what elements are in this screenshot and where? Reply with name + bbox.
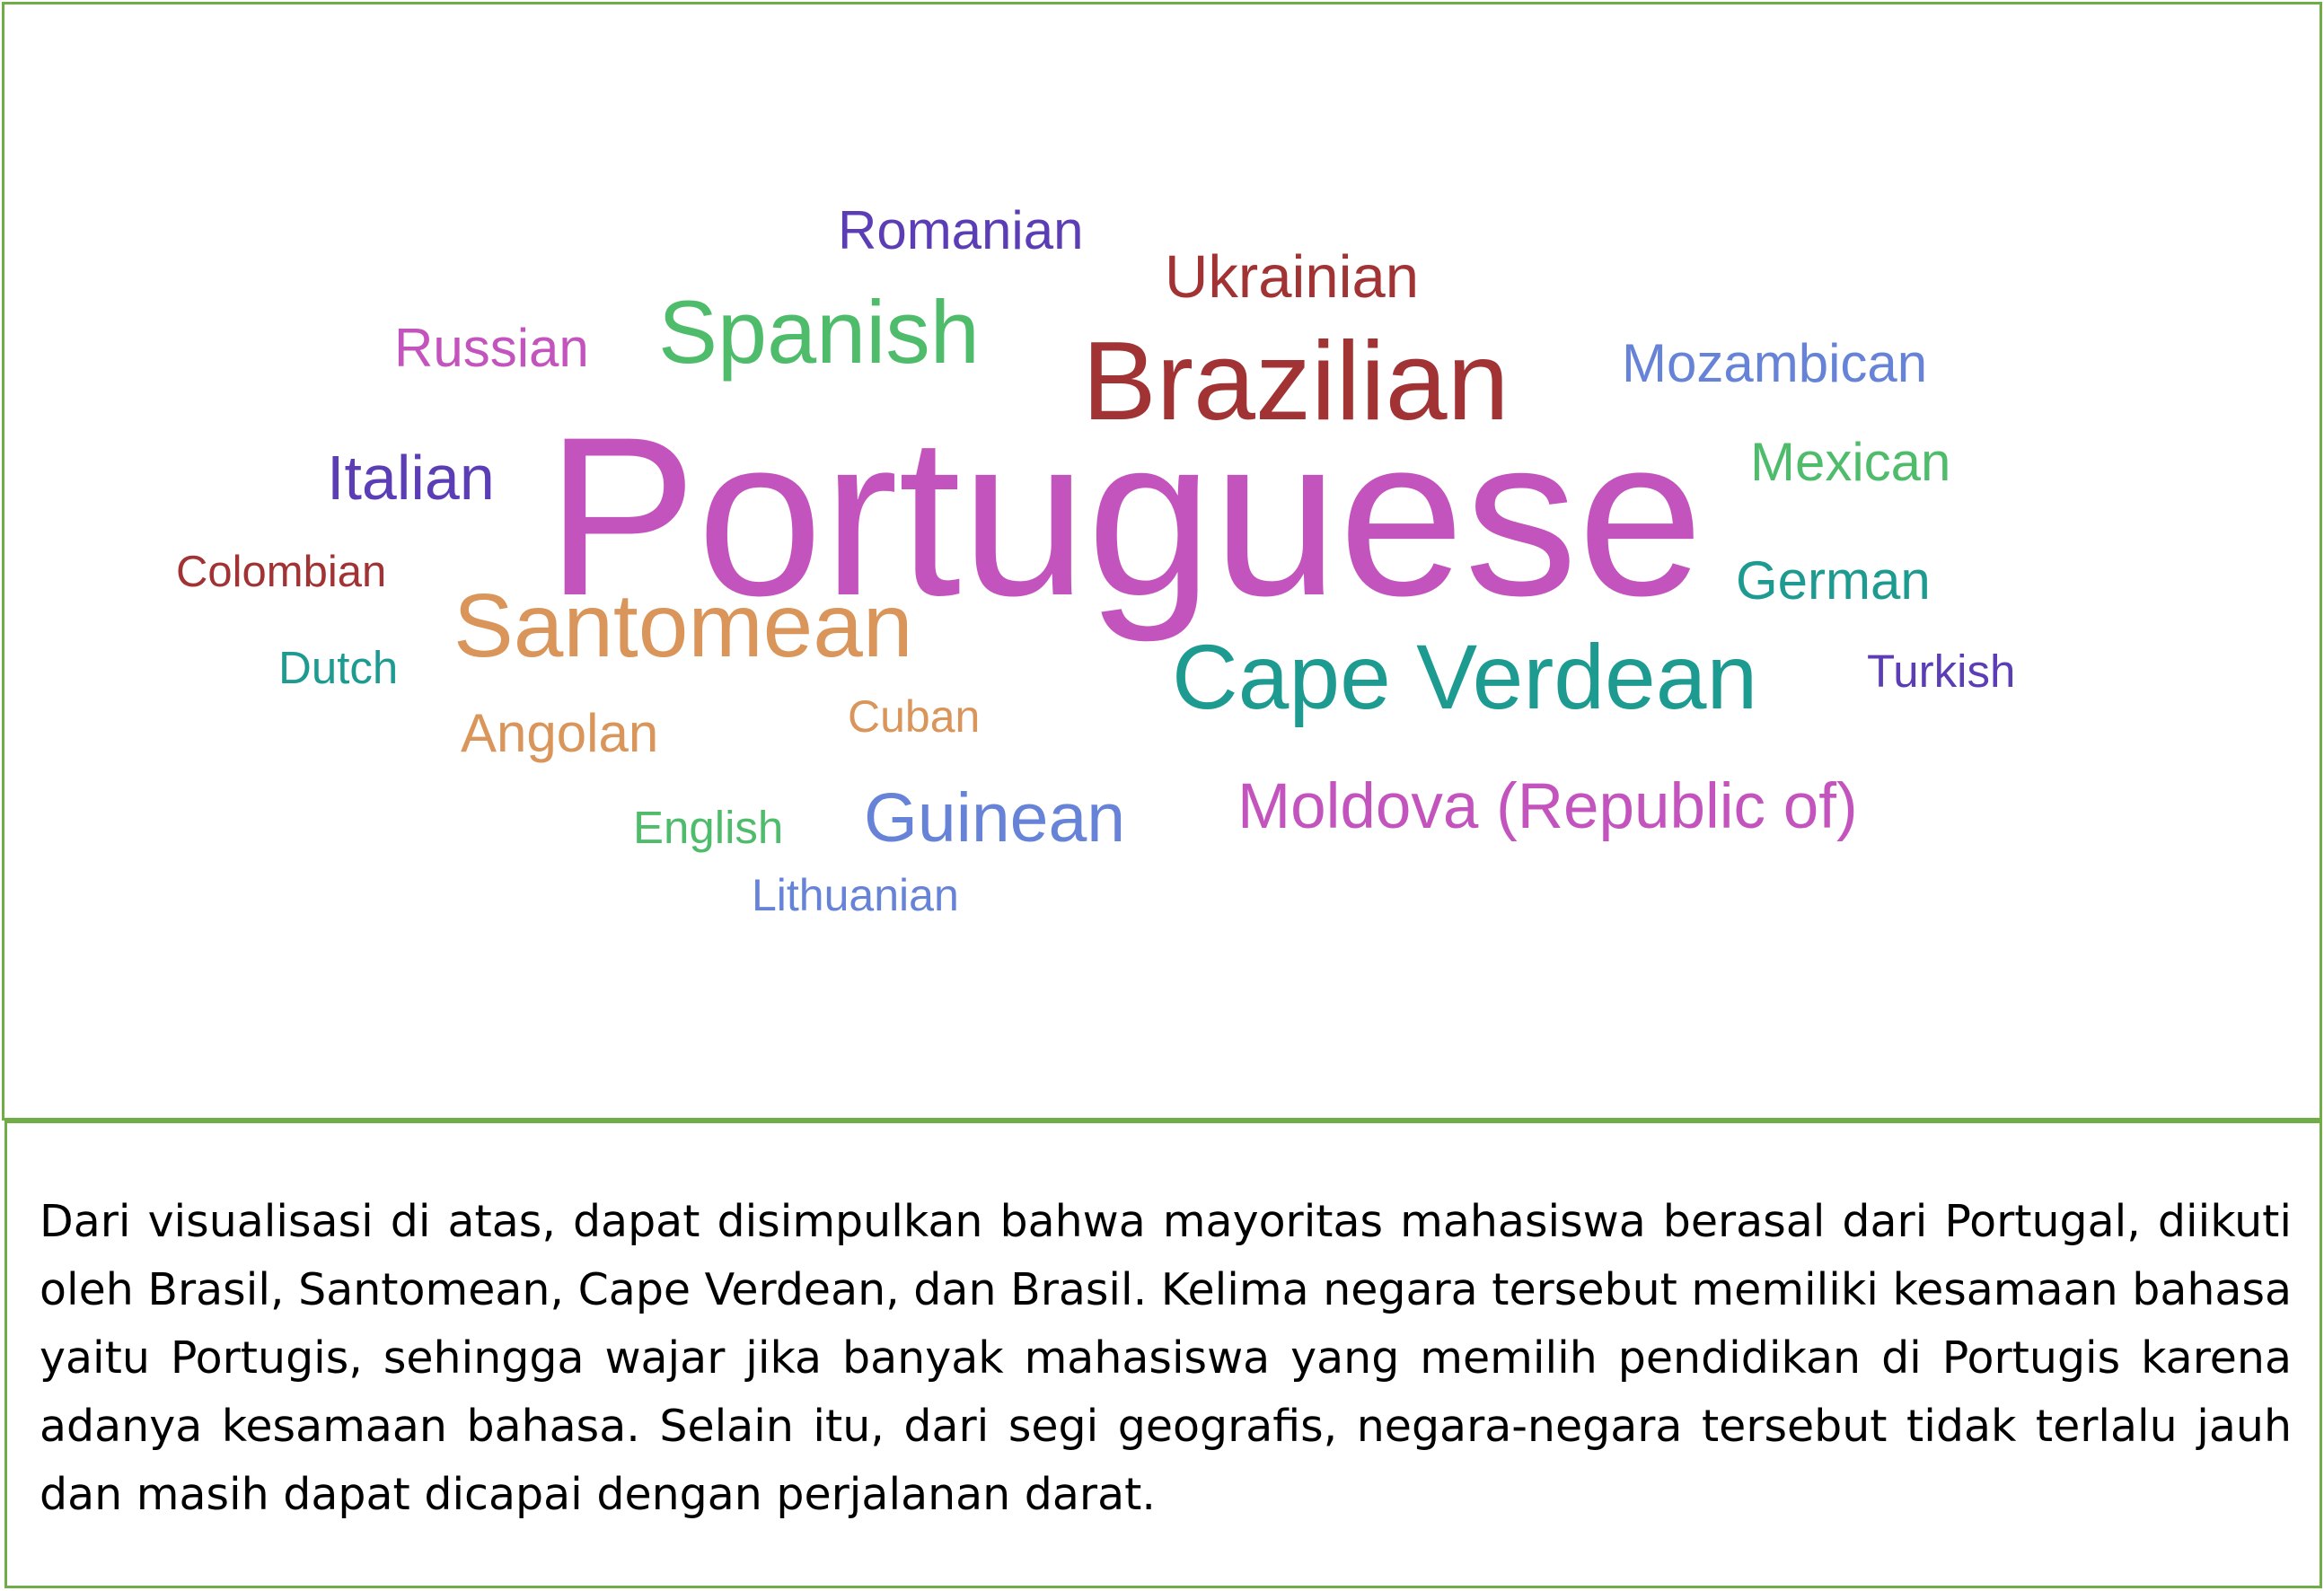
caption-text: Dari visualisasi di atas, dapat disimpul… [40, 1196, 2292, 1520]
word-colombian: Colombian [176, 548, 387, 596]
word-guinean: Guinean [864, 779, 1126, 857]
word-moldova-republic-of: Moldova (Republic of) [1237, 771, 1858, 842]
word-cape-verdean: Cape Verdean [1172, 626, 1758, 728]
word-santomean: Santomean [453, 576, 913, 676]
word-lithuanian: Lithuanian [752, 870, 959, 920]
word-english: English [633, 802, 784, 853]
word-ukrainian: Ukrainian [1165, 243, 1420, 311]
word-cloud: Portuguese Brazilian Cape Verdean Santomean… [4, 4, 2320, 1118]
word-romanian: Romanian [838, 200, 1084, 260]
word-cloud-panel: Portuguese Brazilian Cape Verdean Santomean… [2, 2, 2322, 1121]
word-spanish: Spanish [658, 282, 980, 382]
word-russian: Russian [394, 318, 589, 378]
word-mexican: Mexican [1750, 432, 1951, 492]
word-german: German [1736, 550, 1931, 611]
word-portuguese: Portuguese [546, 391, 1703, 643]
word-mozambican: Mozambican [1622, 333, 1928, 393]
word-angolan: Angolan [461, 703, 659, 763]
word-brazilian: Brazilian [1082, 320, 1510, 444]
word-italian: Italian [327, 443, 495, 513]
caption-panel: Dari visualisasi di atas, dapat disimpul… [4, 1121, 2322, 1588]
word-dutch: Dutch [278, 642, 399, 693]
word-cuban: Cuban [848, 691, 981, 742]
word-turkish: Turkish [1867, 646, 2016, 697]
